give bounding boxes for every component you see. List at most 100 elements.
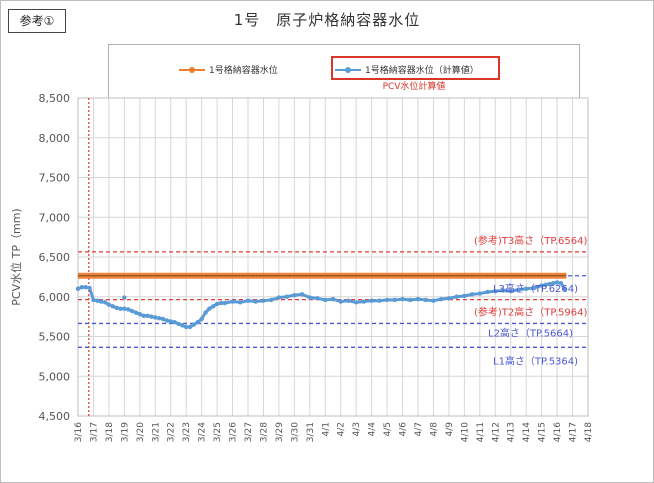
legend-swatch-calculated <box>335 65 361 75</box>
data-point-calculated <box>126 307 131 312</box>
chart-title: 1号 原子炉格納容器水位 <box>233 11 421 29</box>
legend-note: PCV水位計算値 <box>382 82 446 92</box>
x-tick-label: 4/2 <box>337 422 347 436</box>
data-point-calculated <box>361 299 367 304</box>
data-point-calculated <box>454 294 459 299</box>
x-tick-label: 4/16 <box>553 422 563 442</box>
data-point-calculated <box>377 298 382 303</box>
x-tick-label: 3/18 <box>105 422 115 442</box>
data-point-calculated <box>315 296 320 301</box>
data-point-calculated <box>438 296 444 302</box>
data-point-calculated <box>176 321 181 326</box>
x-tick-label: 3/31 <box>306 422 316 442</box>
data-point-calculated <box>431 298 436 303</box>
y-tick-label: 4,500 <box>39 410 71 423</box>
data-point-calculated <box>353 300 359 305</box>
x-tick-label: 3/19 <box>120 422 130 442</box>
data-point-calculated <box>547 281 552 287</box>
data-point-calculated <box>164 318 170 323</box>
data-point-calculated <box>102 300 108 305</box>
data-point-calculated <box>384 297 390 303</box>
data-point-calculated <box>156 316 162 321</box>
x-tick-label: 3/28 <box>259 422 269 442</box>
legend-swatch-measured <box>179 65 205 75</box>
data-point-calculated <box>523 286 529 291</box>
data-point-calculated <box>145 313 150 319</box>
data-point-calculated <box>207 306 212 311</box>
data-point-calculated <box>106 302 112 307</box>
x-tick-label: 4/12 <box>491 422 501 442</box>
legend-label-measured: 1号格納容器水位 <box>209 66 278 76</box>
data-point-calculated <box>160 316 166 322</box>
y-tick-label: 6,500 <box>39 251 71 264</box>
data-point-calculated <box>129 308 135 314</box>
data-point-calculated <box>276 295 282 300</box>
data-point-calculated <box>83 285 88 290</box>
x-tick-label: 3/23 <box>182 422 192 442</box>
y-tick-label: 7,500 <box>39 172 71 185</box>
data-point-calculated <box>168 319 173 324</box>
x-tick-label: 4/18 <box>584 422 594 442</box>
y-tick-label: 6,000 <box>39 291 71 304</box>
legend-item-measured: 1号格納容器水位 <box>179 63 278 76</box>
data-point-calculated <box>133 310 139 315</box>
data-point-calculated <box>268 297 274 303</box>
data-point-calculated <box>562 286 568 291</box>
data-point-calculated <box>253 299 258 304</box>
data-point-calculated <box>558 281 564 286</box>
data-point-calculated <box>284 294 289 299</box>
data-point-calculated <box>153 315 158 320</box>
data-point-calculated <box>95 298 100 303</box>
reference-label: 参考① <box>8 9 66 33</box>
x-tick-label: 4/5 <box>383 422 393 436</box>
data-point-calculated <box>261 298 266 303</box>
x-tick-label: 4/15 <box>538 422 548 442</box>
x-tick-label: 4/17 <box>569 422 579 442</box>
data-point-calculated <box>446 296 452 301</box>
x-tick-label: 3/21 <box>151 422 161 442</box>
data-point-calculated <box>114 305 119 311</box>
data-point-calculated <box>91 297 96 303</box>
data-point-calculated <box>75 286 81 291</box>
reference-line-label: L1高さ（TP.5364) <box>493 354 578 367</box>
data-point-calculated <box>172 319 177 325</box>
data-point-calculated <box>392 297 398 303</box>
data-point-calculated <box>149 314 154 319</box>
data-point-calculated <box>323 297 328 303</box>
x-tick-label: 4/14 <box>522 422 532 442</box>
data-point-calculated <box>98 299 104 304</box>
x-tick-label: 3/24 <box>198 422 208 442</box>
data-point-calculated <box>554 280 560 285</box>
data-point-calculated <box>222 300 228 306</box>
data-point-calculated <box>211 304 216 309</box>
data-point-calculated <box>122 295 127 300</box>
data-point-calculated <box>230 299 235 304</box>
data-point-calculated <box>408 297 413 303</box>
x-tick-label: 3/29 <box>275 422 285 442</box>
data-point-calculated <box>531 285 537 291</box>
x-tick-label: 4/11 <box>476 422 486 442</box>
x-tick-label: 3/25 <box>213 422 223 442</box>
x-tick-label: 3/17 <box>89 422 99 442</box>
data-point-calculated <box>551 281 556 286</box>
data-point-calculated <box>516 287 521 292</box>
data-point-calculated <box>122 306 127 311</box>
data-point-calculated <box>500 288 506 293</box>
data-point-calculated <box>245 298 251 303</box>
data-point-calculated <box>299 292 305 297</box>
x-tick-label: 4/4 <box>368 422 378 437</box>
legend-item-calculated: 1号格納容器水位（計算値） <box>335 63 479 76</box>
data-point-calculated <box>195 319 200 325</box>
y-tick-label: 8,500 <box>39 92 71 105</box>
legend-highlight-box <box>331 56 500 80</box>
data-point-calculated <box>330 296 336 302</box>
x-tick-label: 3/27 <box>244 422 254 442</box>
data-point-calculated <box>423 297 428 303</box>
reference-line-label: (参考)T3高さ（TP.6564) <box>474 234 587 247</box>
y-axis-label: PCV水位 TP（mm) <box>9 208 23 305</box>
data-point-calculated <box>118 306 123 311</box>
data-point-calculated <box>307 295 313 300</box>
data-point-calculated <box>214 301 220 307</box>
data-point-calculated <box>238 300 243 305</box>
x-tick-label: 4/8 <box>429 422 439 437</box>
